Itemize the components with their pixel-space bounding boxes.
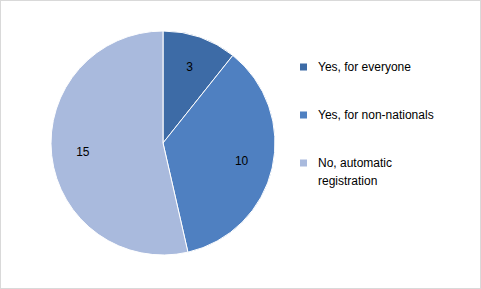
slices <box>51 31 275 255</box>
legend-label: Yes, for everyone <box>318 60 411 74</box>
data-label: 3 <box>186 60 193 74</box>
chart: 3 10 15 Yes, for everyone Yes, for non-natio… <box>0 0 481 289</box>
chart-frame <box>1 1 481 289</box>
data-labels: 3 10 15 <box>76 60 248 168</box>
legend-line: Yes, for non-nationals <box>318 108 434 122</box>
legend-swatch <box>300 160 307 167</box>
legend-line: registration <box>318 174 377 188</box>
legend-swatch <box>300 112 307 119</box>
legend: Yes, for everyone Yes, for non-nationals N… <box>300 60 434 188</box>
legend-swatch <box>300 64 307 71</box>
pie-slice <box>51 31 188 255</box>
data-label: 10 <box>235 154 249 168</box>
legend-label: No, automatic registration <box>318 156 392 188</box>
legend-line: No, automatic <box>318 156 392 170</box>
legend-line: Yes, for everyone <box>318 60 411 74</box>
data-label: 15 <box>76 145 90 159</box>
legend-label: Yes, for non-nationals <box>318 108 434 122</box>
